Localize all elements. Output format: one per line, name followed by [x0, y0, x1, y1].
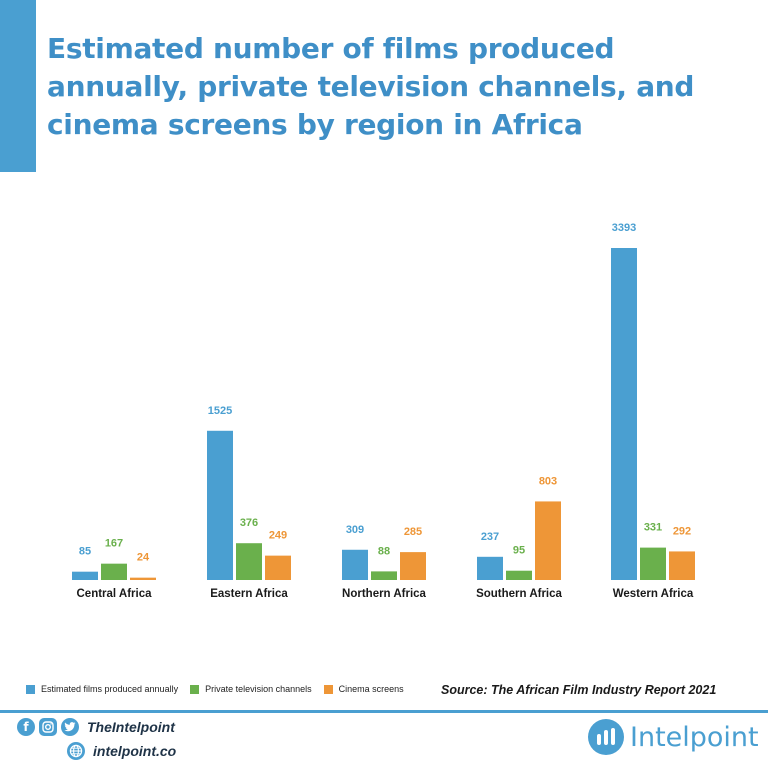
category-label-western-africa: Western Africa: [613, 588, 694, 600]
website-url[interactable]: intelpoint.co: [93, 743, 177, 759]
category-label-northern-africa: Northern Africa: [342, 588, 427, 600]
data-label-films-southern-africa: 237: [481, 531, 499, 543]
category-label-southern-africa: Southern Africa: [476, 588, 562, 600]
twitter-icon[interactable]: [61, 718, 79, 736]
legend-swatch-cinema: [323, 684, 333, 694]
website-link: intelpoint.co: [67, 742, 176, 760]
footer-divider: [0, 710, 768, 713]
accent-bar: [0, 0, 36, 172]
bar-tv-southern-africa: [506, 570, 532, 580]
globe-icon: [67, 742, 85, 760]
legend-item-cinema: Cinema screens: [323, 684, 404, 694]
logo-icon: [588, 719, 624, 755]
chart-title: Estimated number of films produced annua…: [47, 30, 747, 144]
bar-films-western-africa: [611, 248, 637, 580]
data-label-films-western-africa: 3393: [612, 222, 636, 234]
social-handle[interactable]: TheIntelpoint: [87, 719, 175, 735]
data-label-tv-central-africa: 167: [105, 538, 123, 550]
legend-label-tv: Private television channels: [205, 684, 312, 694]
legend-item-films: Estimated films produced annually: [26, 684, 178, 694]
bar-cinema-northern-africa: [400, 552, 426, 580]
legend: Estimated films produced annually Privat…: [26, 684, 416, 694]
category-label-eastern-africa: Eastern Africa: [210, 588, 288, 600]
brand-name: Intelpoint: [630, 721, 759, 753]
bar-tv-western-africa: [640, 547, 666, 580]
bar-cinema-southern-africa: [535, 501, 561, 580]
title-line-1: Estimated number of films produced: [47, 32, 615, 65]
data-label-cinema-southern-africa: 803: [539, 475, 557, 487]
bar-films-eastern-africa: [207, 430, 233, 580]
legend-item-tv: Private television channels: [190, 684, 312, 694]
bar-films-southern-africa: [477, 556, 503, 580]
source-note: Source: The African Film Industry Report…: [441, 683, 717, 697]
bar-cinema-eastern-africa: [265, 555, 291, 580]
brand-logo: Intelpoint: [588, 719, 759, 755]
bar-cinema-western-africa: [669, 551, 695, 580]
title-line-3: cinema screens by region in Africa: [47, 108, 583, 141]
data-label-films-eastern-africa: 1525: [208, 405, 232, 417]
legend-label-films: Estimated films produced annually: [41, 684, 179, 694]
data-label-tv-northern-africa: 88: [378, 545, 390, 557]
bar-films-northern-africa: [342, 549, 368, 580]
category-label-central-africa: Central Africa: [77, 588, 153, 600]
bar-tv-eastern-africa: [236, 543, 262, 580]
data-label-cinema-northern-africa: 285: [404, 526, 422, 538]
bar-tv-northern-africa: [371, 571, 397, 580]
bar-tv-central-africa: [101, 563, 127, 580]
legend-label-cinema: Cinema screens: [338, 684, 404, 694]
data-label-films-northern-africa: 309: [346, 524, 364, 536]
data-label-tv-eastern-africa: 376: [240, 517, 258, 529]
bar-films-central-africa: [72, 571, 98, 580]
instagram-icon[interactable]: [39, 718, 57, 736]
bar-chart: 85 167 24 Central Africa 1525 376 249 Eastern A…: [72, 222, 695, 600]
data-label-cinema-western-africa: 292: [673, 525, 691, 537]
bar-cinema-central-africa: [130, 577, 156, 580]
data-label-cinema-eastern-africa: 249: [269, 530, 287, 542]
data-label-films-central-africa: 85: [79, 546, 91, 558]
legend-swatch-tv: [190, 684, 200, 694]
facebook-icon[interactable]: f: [17, 718, 35, 736]
legend-swatch-films: [26, 684, 35, 694]
data-label-tv-southern-africa: 95: [513, 545, 525, 557]
title-line-2: annually, private television channels, a…: [47, 70, 695, 103]
data-label-tv-western-africa: 331: [644, 522, 662, 534]
data-label-cinema-central-africa: 24: [137, 552, 150, 564]
social-links: f TheIntelpoint: [17, 718, 175, 736]
